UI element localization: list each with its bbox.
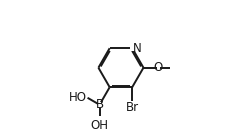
Text: B: B bbox=[95, 98, 103, 111]
Text: Br: Br bbox=[125, 101, 138, 114]
Text: O: O bbox=[153, 61, 162, 74]
Bar bbox=[156, 65, 160, 71]
Text: N: N bbox=[133, 42, 141, 55]
Bar bbox=[130, 45, 134, 51]
Bar bbox=[97, 102, 101, 108]
Text: OH: OH bbox=[90, 119, 108, 132]
Text: HO: HO bbox=[68, 91, 86, 104]
